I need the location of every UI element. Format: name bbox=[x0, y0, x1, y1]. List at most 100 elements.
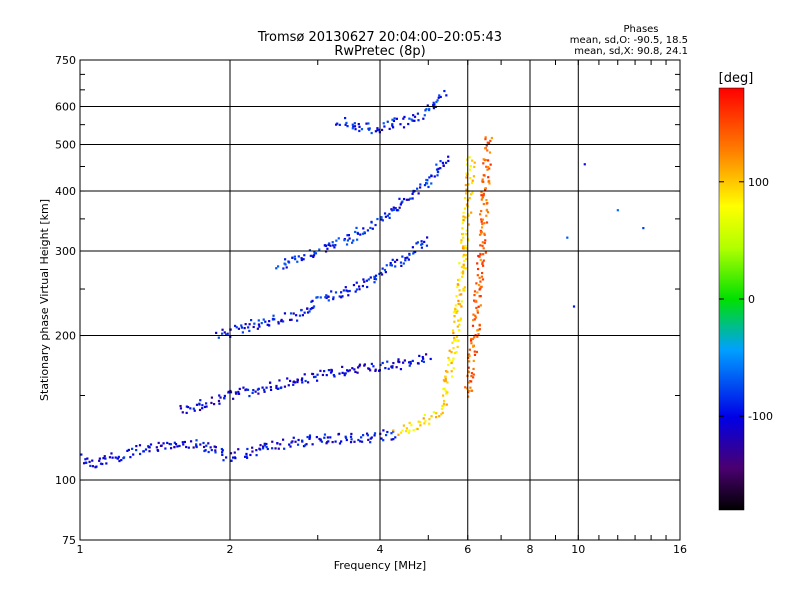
scatter-point bbox=[424, 109, 427, 112]
scatter-point bbox=[280, 318, 283, 322]
scatter-point bbox=[483, 232, 486, 235]
scatter-point bbox=[458, 289, 461, 292]
scatter-point bbox=[372, 365, 375, 368]
scatter-point bbox=[428, 422, 431, 425]
scatter-point bbox=[470, 339, 473, 342]
scatter-point bbox=[361, 434, 365, 437]
scatter-point bbox=[470, 181, 474, 185]
scatter-point bbox=[429, 357, 432, 361]
scatter-point bbox=[438, 94, 441, 97]
scatter-point bbox=[467, 214, 470, 217]
scatter-point bbox=[472, 373, 475, 376]
scatter-point bbox=[486, 141, 489, 144]
scatter-point bbox=[464, 196, 467, 200]
scatter-point bbox=[332, 296, 335, 299]
scatter-point bbox=[480, 210, 483, 213]
scatter-point bbox=[326, 441, 329, 444]
scatter-point bbox=[476, 311, 479, 314]
scatter-point bbox=[231, 456, 235, 459]
scatter-point bbox=[464, 386, 467, 389]
scatter-point bbox=[179, 404, 182, 408]
scatter-point bbox=[465, 229, 468, 232]
scatter-point bbox=[455, 335, 459, 339]
scatter-point bbox=[358, 125, 361, 128]
scatter-point bbox=[80, 453, 83, 456]
scatter-point bbox=[213, 403, 216, 406]
scatter-point bbox=[382, 439, 385, 442]
scatter-point bbox=[262, 445, 265, 448]
axis-ticks bbox=[79, 59, 681, 540]
scatter-point bbox=[210, 401, 213, 405]
scatter-point bbox=[462, 287, 465, 291]
scatter-point bbox=[484, 239, 487, 242]
scatter-point bbox=[481, 262, 484, 265]
scatter-point bbox=[316, 296, 319, 299]
scatter-point bbox=[268, 381, 272, 384]
scatter-point bbox=[389, 261, 392, 265]
scatter-point bbox=[333, 246, 336, 249]
scatter-point bbox=[328, 242, 331, 245]
scatter-point bbox=[193, 409, 196, 412]
scatter-point bbox=[333, 375, 336, 378]
scatter-point bbox=[483, 187, 487, 190]
scatter-point bbox=[235, 326, 238, 329]
scatter-point bbox=[472, 313, 475, 316]
scatter-point bbox=[339, 291, 343, 294]
scatter-point bbox=[391, 258, 394, 261]
scatter-point bbox=[346, 239, 350, 242]
scatter-point bbox=[309, 254, 312, 257]
scatter-point bbox=[366, 229, 370, 232]
scatter-point bbox=[315, 379, 319, 382]
scatter-point bbox=[407, 122, 410, 126]
scatter-point bbox=[243, 455, 247, 458]
scatter-point bbox=[237, 448, 240, 451]
scatter-point bbox=[482, 247, 485, 250]
scatter-point bbox=[436, 174, 439, 177]
scatter-point bbox=[265, 442, 268, 446]
scatter-point bbox=[395, 117, 398, 120]
scatter-point bbox=[469, 177, 472, 180]
scatter-point bbox=[192, 407, 195, 410]
scatter-point bbox=[314, 375, 317, 378]
scatter-point bbox=[478, 328, 481, 331]
scatter-point bbox=[306, 307, 309, 310]
scatter-point bbox=[445, 403, 448, 406]
scatter-point bbox=[302, 258, 305, 261]
scatter-point bbox=[183, 440, 186, 444]
scatter-point bbox=[84, 458, 87, 461]
scatter-point bbox=[391, 124, 394, 127]
scatter-point bbox=[248, 329, 251, 333]
scatter-point bbox=[373, 277, 376, 281]
scatter-point bbox=[230, 459, 233, 462]
scatter-point bbox=[280, 386, 283, 389]
scatter-point bbox=[386, 430, 389, 434]
scatter-point bbox=[470, 372, 474, 375]
scatter-point bbox=[409, 360, 412, 364]
scatter-point bbox=[460, 293, 463, 296]
scatter-point bbox=[374, 274, 378, 277]
scatter-point bbox=[485, 165, 488, 168]
scatter-point bbox=[487, 180, 490, 183]
scatter-point bbox=[311, 299, 314, 302]
scatter-point bbox=[468, 354, 471, 357]
scatter-point bbox=[359, 440, 362, 443]
scatter-point bbox=[209, 446, 212, 449]
scatter-point bbox=[461, 272, 465, 275]
scatter-point bbox=[162, 442, 165, 445]
scatter-point bbox=[370, 220, 373, 224]
scatter-point bbox=[453, 336, 456, 339]
scatter-point bbox=[338, 372, 341, 375]
scatter-point bbox=[347, 234, 351, 237]
scatter-point bbox=[391, 209, 394, 212]
scatter-point bbox=[199, 399, 202, 402]
scatter-point bbox=[462, 236, 465, 239]
scatter-point bbox=[488, 151, 492, 154]
scatter-point bbox=[295, 314, 298, 317]
scatter-point bbox=[148, 450, 151, 453]
scatter-point bbox=[435, 100, 438, 104]
scatter-point bbox=[120, 458, 123, 462]
scatter-point bbox=[374, 368, 377, 371]
scatter-point bbox=[368, 127, 371, 130]
scatter-point bbox=[347, 370, 350, 373]
